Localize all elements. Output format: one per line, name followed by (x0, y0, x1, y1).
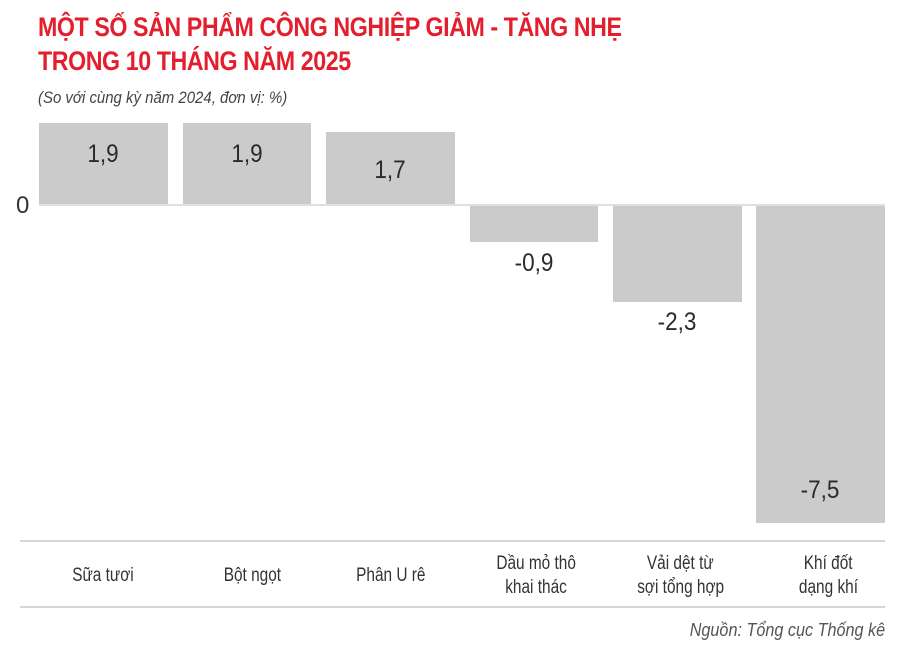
bar-sua-tuoi (39, 123, 168, 205)
bar-value-label: 1,9 (87, 140, 119, 168)
y-axis-zero-label: 0 (16, 192, 30, 219)
bar-vai-det (613, 205, 742, 302)
zero-baseline (39, 204, 885, 206)
category-label: Sữa tươi (72, 565, 134, 586)
category-label: Khí đốt dạng khí (798, 553, 858, 598)
source-note: Nguồn: Tổng cục Thống kê (689, 620, 885, 640)
bar-dau-mo-tho (470, 205, 598, 242)
chart-title-line2: TRONG 10 THÁNG NĂM 2025 (38, 46, 351, 76)
bar-bot-ngot (183, 123, 311, 205)
chart-subtitle: (So với cùng kỳ năm 2024, đơn vị: %) (38, 88, 288, 107)
bar-value-label: 1,9 (231, 140, 263, 168)
category-label: Phân U rê (356, 565, 426, 586)
bar-value-label: -0,9 (514, 249, 554, 277)
category-band-bottom-line (20, 606, 885, 608)
chart-title-line1: MỘT SỐ SẢN PHẨM CÔNG NGHIỆP GIẢM - TĂNG … (38, 12, 622, 42)
bar-phan-u-re (326, 132, 455, 205)
bar-value-label: 1,7 (374, 156, 406, 184)
bar-value-label: -2,3 (657, 308, 697, 336)
chart-title: MỘT SỐ SẢN PHẨM CÔNG NGHIỆP GIẢM - TĂNG … (38, 10, 622, 78)
category-label: Dầu mỏ thô khai thác (496, 553, 576, 598)
bar-value-label: -7,5 (800, 476, 840, 504)
category-label: Bột ngọt (223, 565, 281, 586)
bar-khi-dot (756, 205, 885, 523)
category-label: Vải dệt từ sợi tổng hợp (637, 553, 725, 598)
category-band-top-line (20, 540, 885, 542)
